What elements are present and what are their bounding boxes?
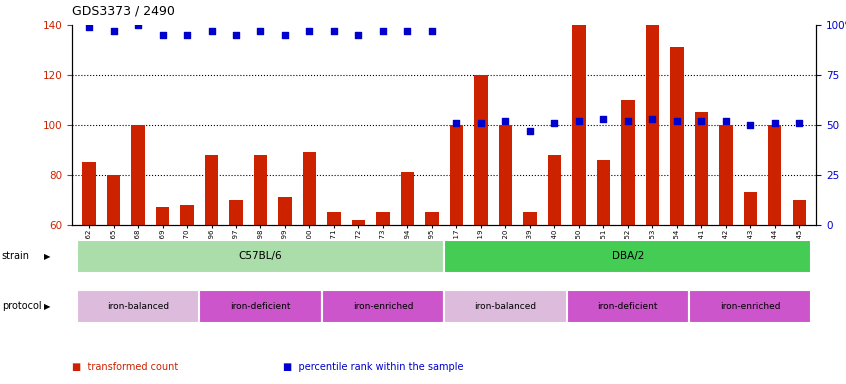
Bar [327,212,341,374]
Bar [303,152,316,374]
Bar [523,212,536,374]
Bar [321,290,444,323]
Bar [645,25,659,374]
Bar [180,205,194,374]
Point [156,32,169,38]
Bar [450,125,463,374]
Point [596,116,610,122]
Text: ▶: ▶ [44,252,51,261]
Bar [352,220,365,374]
Point [278,32,292,38]
Point [254,28,267,34]
Bar [572,25,585,374]
Bar [278,197,292,374]
Bar [254,155,267,374]
Bar [200,290,321,323]
Text: iron-deficient: iron-deficient [597,302,658,311]
Point [131,22,145,28]
Text: iron-balanced: iron-balanced [475,302,536,311]
Bar [793,200,806,374]
Bar [444,240,811,273]
Point [229,32,243,38]
Text: protocol: protocol [2,301,41,311]
Point [547,120,561,126]
Text: ■  transformed count: ■ transformed count [72,362,179,372]
Bar [689,290,811,323]
Point [180,32,194,38]
Bar [474,75,487,374]
Point [621,118,634,124]
Bar [596,160,610,374]
Point [744,122,757,128]
Point [793,120,806,126]
Bar [498,125,512,374]
Point [352,32,365,38]
Bar [401,172,415,374]
Text: C57BL/6: C57BL/6 [239,251,283,262]
Point [376,28,390,34]
Bar [376,212,390,374]
Bar [547,155,561,374]
Text: iron-deficient: iron-deficient [230,302,291,311]
Point [303,28,316,34]
Bar [156,207,169,374]
Bar [444,290,567,323]
Point [205,28,218,34]
Bar [426,212,438,374]
Point [82,24,96,30]
Bar [77,290,200,323]
Point [107,28,120,34]
Text: iron-enriched: iron-enriched [353,302,413,311]
Point [670,118,684,124]
Point [645,116,659,122]
Text: GDS3373 / 2490: GDS3373 / 2490 [72,4,175,17]
Text: ▶: ▶ [44,302,51,311]
Bar [719,125,733,374]
Bar [205,155,218,374]
Text: strain: strain [2,251,30,262]
Point [719,118,733,124]
Bar [768,125,782,374]
Text: DBA/2: DBA/2 [612,251,644,262]
Text: iron-balanced: iron-balanced [107,302,169,311]
Point [572,118,585,124]
Bar [82,162,96,374]
Point [695,118,708,124]
Point [401,28,415,34]
Text: ■  percentile rank within the sample: ■ percentile rank within the sample [283,362,464,372]
Point [498,118,512,124]
Bar [744,192,757,374]
Bar [567,290,689,323]
Point [426,28,439,34]
Point [449,120,463,126]
Text: iron-enriched: iron-enriched [720,302,781,311]
Point [523,128,536,134]
Bar [621,100,634,374]
Point [327,28,341,34]
Bar [77,240,444,273]
Bar [695,112,708,374]
Bar [107,175,120,374]
Bar [229,200,243,374]
Bar [131,125,145,374]
Point [474,120,487,126]
Point [768,120,782,126]
Bar [670,47,684,374]
